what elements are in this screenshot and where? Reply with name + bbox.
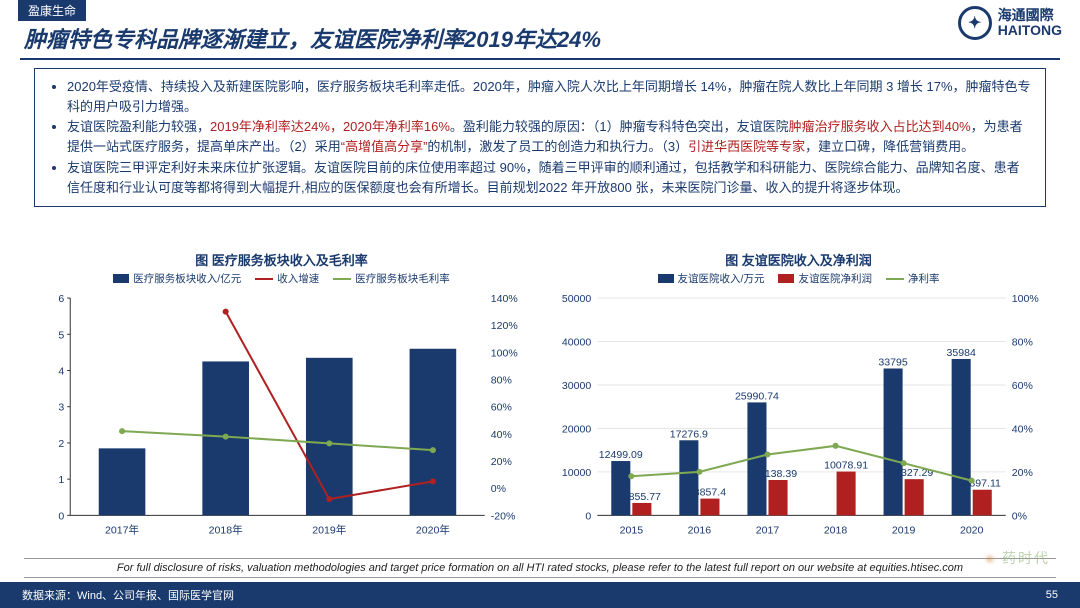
- svg-text:40%: 40%: [1012, 423, 1033, 435]
- svg-text:20%: 20%: [1012, 467, 1033, 479]
- svg-text:10000: 10000: [562, 467, 591, 479]
- svg-text:20%: 20%: [491, 456, 512, 468]
- svg-text:0: 0: [58, 510, 64, 522]
- svg-text:20000: 20000: [562, 423, 591, 435]
- svg-text:10078.91: 10078.91: [824, 460, 868, 472]
- svg-text:3: 3: [58, 402, 64, 414]
- page-number: 55: [1046, 589, 1058, 601]
- bullet-item: 友谊医院盈利能力较强，2019年净利率达24%，2020年净利率16%。盈利能力…: [67, 117, 1031, 157]
- chart1-legend: 医疗服务板块收入/亿元收入增速医疗服务板块毛利率: [30, 271, 533, 286]
- svg-text:0: 0: [585, 510, 591, 522]
- svg-text:25990.74: 25990.74: [735, 390, 779, 402]
- svg-text:4: 4: [58, 366, 64, 378]
- svg-text:-20%: -20%: [491, 510, 516, 522]
- watermark: ● 药时代: [986, 548, 1050, 568]
- svg-text:60%: 60%: [1012, 380, 1033, 392]
- chart2-title: 图 友谊医院收入及净利润: [547, 250, 1050, 269]
- svg-text:50000: 50000: [562, 293, 591, 305]
- svg-text:0%: 0%: [491, 483, 506, 495]
- disclosure-note: For full disclosure of risks, valuation …: [24, 558, 1056, 578]
- svg-text:140%: 140%: [491, 293, 518, 305]
- svg-text:2020: 2020: [960, 524, 984, 536]
- svg-text:120%: 120%: [491, 320, 518, 332]
- svg-text:30000: 30000: [562, 380, 591, 392]
- logo-mark-icon: ✦: [958, 6, 992, 40]
- svg-text:40000: 40000: [562, 337, 591, 349]
- svg-text:2: 2: [58, 438, 64, 450]
- bullets-panel: 2020年受疫情、持续投入及新建医院影响，医疗服务板块毛利率走低。2020年，肿…: [34, 68, 1046, 207]
- svg-text:100%: 100%: [1012, 293, 1039, 305]
- chart1-title: 图 医疗服务板块收入及毛利率: [30, 250, 533, 269]
- bullet-item: 友谊医院三甲评定利好未来床位扩张逻辑。友谊医院目前的床位使用率超过 90%，随着…: [67, 158, 1031, 198]
- svg-text:2017年: 2017年: [105, 523, 139, 536]
- svg-text:2019: 2019: [892, 524, 916, 536]
- svg-text:0%: 0%: [1012, 510, 1027, 522]
- brand-cn: 海通國際: [998, 8, 1062, 23]
- brand-logo: ✦ 海通國際 HAITONG: [958, 6, 1062, 40]
- svg-text:2018年: 2018年: [209, 523, 243, 536]
- svg-text:1: 1: [58, 474, 64, 486]
- svg-text:2015: 2015: [620, 524, 644, 536]
- svg-text:2019年: 2019年: [312, 523, 346, 536]
- svg-text:12499.09: 12499.09: [599, 449, 643, 461]
- source-text: 数据来源：Wind、公司年报、国际医学官网: [22, 587, 234, 603]
- svg-text:100%: 100%: [491, 347, 518, 359]
- svg-text:35984: 35984: [946, 347, 975, 359]
- svg-text:40%: 40%: [491, 429, 512, 441]
- bullet-item: 2020年受疫情、持续投入及新建医院影响，医疗服务板块毛利率走低。2020年，肿…: [67, 77, 1031, 117]
- svg-text:6: 6: [58, 293, 64, 305]
- svg-text:5: 5: [58, 329, 64, 341]
- svg-text:8138.39: 8138.39: [759, 468, 797, 480]
- svg-text:17276.9: 17276.9: [670, 428, 708, 440]
- svg-text:2018: 2018: [824, 524, 848, 536]
- svg-text:2020年: 2020年: [416, 523, 450, 536]
- title-divider: [20, 58, 1060, 60]
- svg-text:33795: 33795: [878, 356, 907, 368]
- brand-en: HAITONG: [998, 23, 1062, 38]
- svg-text:80%: 80%: [1012, 337, 1033, 349]
- right-chart: 图 友谊医院收入及净利润 友谊医院收入/万元友谊医院净利润净利率 0 10000 2…: [547, 250, 1050, 560]
- left-chart: 图 医疗服务板块收入及毛利率 医疗服务板块收入/亿元收入增速医疗服务板块毛利率 …: [30, 250, 533, 560]
- page-title: 肿瘤特色专科品牌逐渐建立，友谊医院净利率2019年达24%: [24, 22, 601, 54]
- svg-text:2017: 2017: [756, 524, 780, 536]
- svg-text:60%: 60%: [491, 402, 512, 414]
- svg-text:2855.77: 2855.77: [623, 491, 661, 503]
- svg-text:2016: 2016: [688, 524, 712, 536]
- category-tab: 盈康生命: [18, 0, 86, 21]
- footer-bar: 数据来源：Wind、公司年报、国际医学官网 55: [0, 582, 1080, 608]
- svg-text:80%: 80%: [491, 375, 512, 387]
- svg-text:3857.4: 3857.4: [694, 487, 726, 499]
- chart2-legend: 友谊医院收入/万元友谊医院净利润净利率: [547, 271, 1050, 286]
